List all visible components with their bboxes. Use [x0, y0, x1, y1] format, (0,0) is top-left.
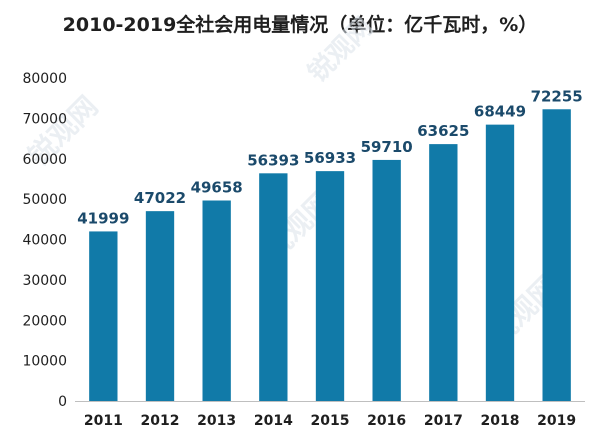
bar-2011: [89, 231, 118, 401]
bar-value-label-2015: 56933: [304, 149, 356, 167]
bar-value-label-2016: 59710: [361, 138, 413, 156]
bar-value-label-2012: 47022: [134, 189, 186, 207]
bar-value-label-2014: 56393: [247, 151, 299, 169]
bar-2015: [315, 171, 345, 401]
bar-2018: [485, 124, 515, 402]
y-tick-label: 60000: [22, 152, 67, 168]
y-tick-label: 20000: [22, 313, 67, 329]
bar-value-label-2013: 49658: [191, 179, 243, 197]
bar-2013: [202, 200, 231, 401]
x-tick-label-2012: 2012: [141, 413, 180, 429]
bar-value-label-2019: 72255: [531, 87, 583, 105]
x-tick-label-2013: 2013: [197, 413, 236, 429]
y-tick-label: 70000: [22, 111, 67, 127]
y-tick-label: 50000: [22, 192, 67, 208]
bar-2014: [259, 173, 288, 401]
x-tick-label-2014: 2014: [254, 413, 293, 429]
y-tick-label: 80000: [22, 71, 67, 87]
x-tick-label-2017: 2017: [424, 413, 463, 429]
y-tick-label: 10000: [22, 354, 67, 370]
y-axis-tick-labels: 0 10000 20000 30000 40000 50000 60000 70000 8000…: [22, 71, 67, 410]
bar-series: [89, 109, 571, 402]
x-axis-tick-labels: 2011 2012 2013 2014 2015 2016 2017 2018 2019: [84, 413, 576, 429]
bar-2017: [429, 144, 458, 401]
y-tick-label: 40000: [22, 233, 67, 249]
bar-value-label-2011: 41999: [77, 209, 129, 227]
bar-2019: [542, 109, 571, 401]
x-tick-label-2018: 2018: [481, 413, 520, 429]
bar-value-label-2017: 63625: [417, 122, 469, 140]
x-tick-label-2019: 2019: [537, 413, 576, 429]
bar-2012: [145, 211, 175, 401]
bar-2016: [372, 159, 401, 401]
x-tick-label-2011: 2011: [84, 413, 123, 429]
x-tick-label-2015: 2015: [311, 413, 350, 429]
chart-title: 2010-2019全社会用电量情况（单位：亿千瓦时，%）: [62, 14, 538, 36]
y-tick-label: 0: [58, 394, 67, 410]
y-tick-label: 30000: [22, 273, 67, 289]
bar-value-label-2018: 68449: [474, 103, 526, 121]
x-tick-label-2016: 2016: [367, 413, 406, 429]
